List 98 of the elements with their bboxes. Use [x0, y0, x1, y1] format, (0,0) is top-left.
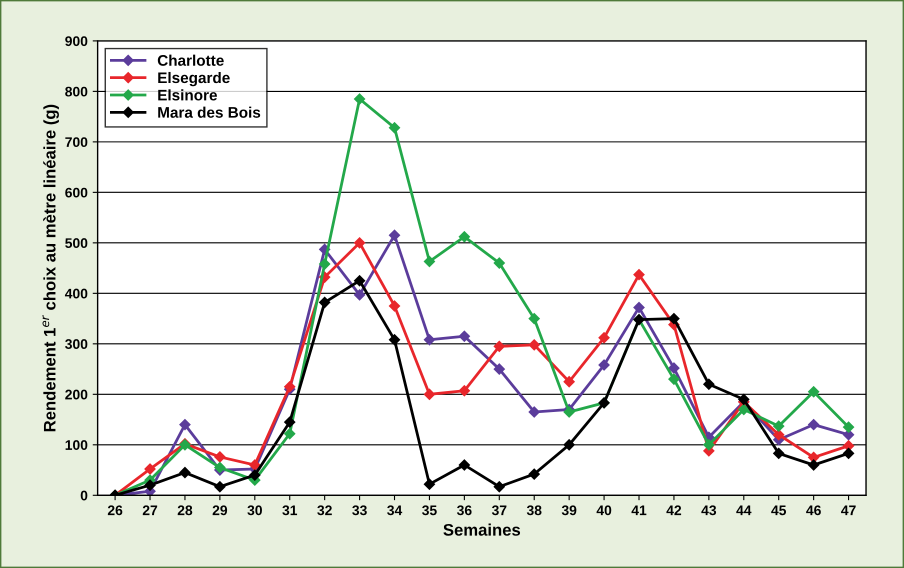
x-axis-title: Semaines	[443, 524, 520, 536]
y-tick-label: 100	[66, 440, 88, 450]
x-tick-label: 29	[212, 505, 228, 516]
x-tick-label: 27	[142, 505, 158, 516]
y-tick-label: 400	[64, 288, 88, 299]
point	[808, 386, 820, 398]
point	[494, 340, 505, 352]
point	[354, 237, 366, 248]
point	[388, 230, 400, 241]
point	[773, 448, 784, 459]
point	[598, 332, 610, 344]
point	[319, 258, 330, 270]
point	[808, 419, 820, 430]
point	[424, 256, 436, 268]
y-axis-title: Rendement 1$^{er}$ choix au mètre linéaire (g)	[42, 104, 59, 432]
point	[458, 330, 470, 342]
y-tick-label: 800	[65, 86, 88, 97]
point	[808, 459, 820, 471]
y-tick-label: 500	[65, 238, 88, 248]
y-tick-label: 700	[65, 137, 88, 148]
y-tick-label: 600	[65, 188, 88, 198]
y-tick-label: 900	[65, 36, 88, 46]
point	[773, 429, 784, 440]
point	[564, 439, 575, 450]
point	[598, 359, 610, 371]
x-tick-label: 32	[317, 505, 332, 516]
point	[564, 376, 575, 388]
x-tick-label: 42	[666, 505, 682, 516]
point	[528, 312, 540, 324]
point	[249, 459, 260, 471]
x-tick-label: 31	[282, 505, 298, 516]
point	[319, 296, 330, 308]
point	[354, 275, 366, 286]
x-tick-label: 43	[701, 505, 716, 516]
point	[284, 428, 296, 440]
point	[214, 462, 226, 474]
x-tick-label: 26	[108, 505, 122, 516]
point	[633, 302, 645, 314]
point	[144, 480, 156, 491]
point	[738, 404, 750, 416]
point	[738, 394, 750, 405]
point	[458, 231, 470, 242]
point	[214, 451, 226, 463]
point	[528, 339, 540, 350]
point	[494, 481, 505, 492]
point	[842, 422, 854, 433]
legend-label: Elsegarde	[158, 72, 230, 86]
point	[249, 469, 260, 481]
point	[388, 300, 400, 312]
point	[179, 466, 191, 478]
point	[179, 419, 191, 430]
legend-label: Charlotte	[158, 54, 224, 66]
point	[424, 334, 436, 346]
point	[424, 478, 436, 490]
point	[388, 122, 400, 134]
x-tick-label: 45	[771, 506, 786, 516]
x-tick-label: 39	[562, 505, 576, 516]
point	[284, 416, 296, 428]
x-tick-label: 46	[806, 505, 821, 516]
legend-label: Elsinore	[158, 89, 217, 101]
x-tick-label: 41	[631, 506, 646, 516]
y-tick-label: 300	[65, 339, 88, 350]
x-tick-label: 30	[247, 505, 262, 516]
point	[458, 459, 470, 471]
x-tick-label: 38	[526, 505, 542, 516]
y-tick-label: 0	[80, 490, 88, 500]
x-tick-label: 47	[841, 506, 856, 516]
x-tick-label: 34	[387, 505, 402, 516]
x-tick-label: 40	[596, 505, 612, 516]
point	[668, 312, 680, 324]
point	[494, 363, 505, 375]
point	[214, 481, 226, 492]
y-tick-label: 200	[65, 390, 88, 400]
point	[528, 468, 540, 480]
point	[773, 420, 784, 432]
point	[354, 93, 366, 105]
x-tick-label: 36	[456, 505, 472, 516]
point	[668, 374, 680, 385]
point	[284, 381, 296, 392]
point	[354, 289, 366, 300]
point	[842, 448, 854, 459]
point	[564, 406, 575, 418]
x-tick-label: 35	[422, 505, 437, 516]
point	[703, 439, 714, 450]
legend-label: Mara des Bois	[158, 106, 260, 118]
x-tick-label: 28	[178, 505, 192, 516]
point	[494, 257, 505, 269]
x-tick-label: 37	[492, 505, 506, 516]
point	[144, 463, 156, 475]
point	[424, 388, 436, 400]
point	[458, 385, 470, 396]
point	[633, 269, 645, 280]
point	[528, 406, 540, 418]
point	[703, 378, 714, 390]
x-tick-label: 44	[736, 506, 752, 516]
point	[668, 362, 680, 374]
x-tick-label: 33	[352, 505, 367, 516]
point	[388, 334, 400, 346]
